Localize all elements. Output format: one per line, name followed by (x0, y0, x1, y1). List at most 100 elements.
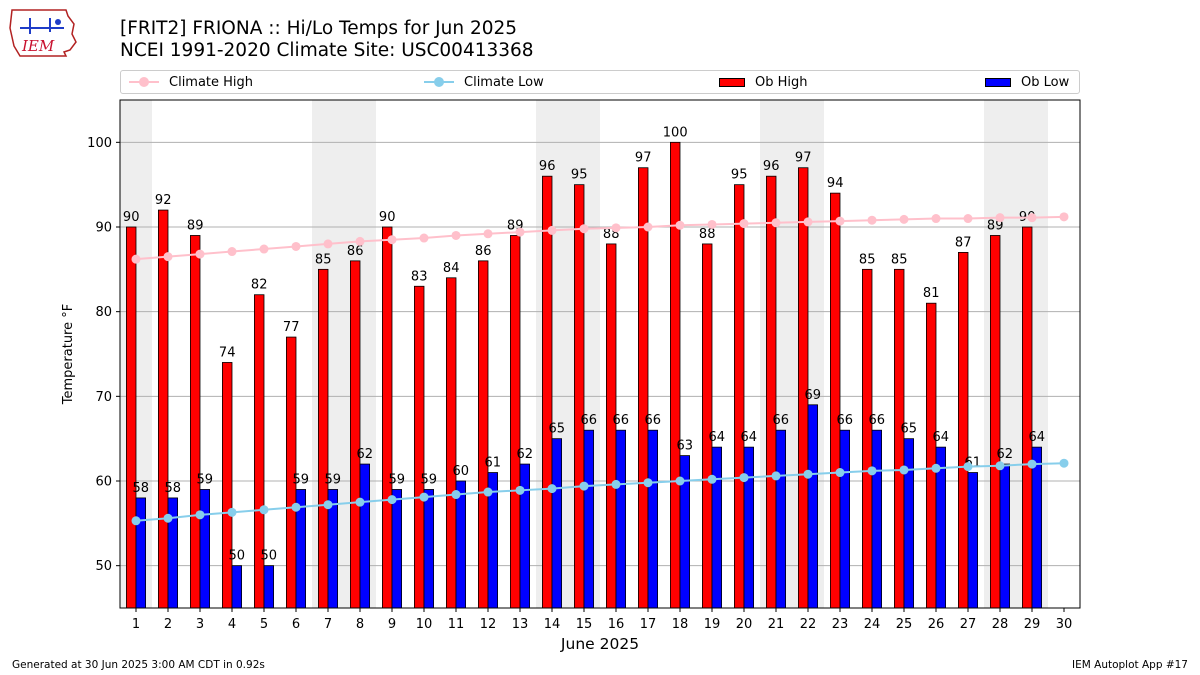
x-tick-label: 12 (480, 617, 497, 632)
y-tick-label: 70 (95, 390, 112, 405)
ob-low-bar (743, 446, 755, 609)
climate-high-point (931, 214, 941, 224)
ob-high-bar (638, 167, 649, 609)
climate-high-point (195, 249, 205, 259)
ob-high-label: 87 (955, 235, 972, 250)
climate-low-point (611, 479, 621, 489)
plot-frame (119, 99, 1081, 609)
x-tick-label: 15 (576, 617, 593, 632)
ob-high-label: 100 (663, 125, 688, 140)
ob-low-label: 59 (325, 472, 342, 487)
climate-high-line (135, 215, 1065, 261)
ob-low-bar (647, 429, 659, 609)
y-tick-label: 100 (87, 136, 112, 151)
climate-low-point (1059, 458, 1069, 468)
climate-high-point (259, 244, 269, 254)
x-tick-label: 20 (736, 617, 753, 632)
climate-low-point (483, 487, 493, 497)
ob-low-bar (583, 429, 595, 609)
x-tick-label: 1 (132, 617, 140, 632)
climate-low-point (739, 473, 749, 483)
ob-high-label: 85 (315, 252, 332, 267)
ob-low-label: 66 (613, 413, 630, 428)
legend: Climate High Climate Low Ob High Ob Low (120, 70, 1080, 94)
x-tick-label: 14 (544, 617, 561, 632)
climate-high-point (547, 225, 557, 235)
ob-low-bar (551, 438, 563, 609)
climate-high-point (1059, 212, 1069, 222)
ob-low-bar (231, 565, 243, 609)
x-tick-label: 2 (164, 617, 172, 632)
climate-high-point (1027, 213, 1037, 223)
climate-high-point (803, 217, 813, 227)
climate-low-point (163, 513, 173, 523)
ob-high-bar (157, 209, 169, 609)
climate-low-point (291, 502, 301, 512)
climate-low-point (643, 478, 653, 488)
ob-high-bar (990, 235, 1001, 609)
ob-low-bar (1031, 446, 1043, 609)
climate-high-point (643, 222, 653, 232)
ob-high-bar (542, 175, 553, 609)
x-tick-label: 4 (228, 617, 236, 632)
ob-high-bar (670, 141, 681, 609)
ob-high-bar (702, 243, 713, 609)
ob-low-bar (423, 489, 435, 609)
x-tick-label: 5 (260, 617, 268, 632)
ob-high-label: 74 (219, 345, 236, 360)
ob-low-bar (359, 463, 371, 609)
climate-low-point (579, 481, 589, 491)
climate-low-point (419, 492, 429, 502)
ob-high-label: 92 (155, 193, 172, 208)
ob-high-label: 96 (763, 159, 780, 174)
ob-low-label: 50 (229, 549, 246, 564)
climate-low-point (323, 500, 333, 510)
y-tick-label: 50 (95, 559, 112, 574)
ob-high-label: 89 (987, 218, 1004, 233)
x-tick-label: 18 (672, 617, 689, 632)
climate-low-point (867, 466, 877, 476)
x-tick-label: 22 (800, 617, 817, 632)
ob-high-label: 86 (475, 244, 492, 259)
ob-high-bar (766, 175, 777, 609)
ob-low-label: 66 (773, 413, 790, 428)
ob-low-bar (711, 446, 723, 609)
ob-high-label: 86 (347, 244, 364, 259)
climate-high-point (483, 229, 493, 239)
legend-label: Ob High (755, 74, 808, 90)
climate-high-point (323, 239, 333, 249)
climate-low-line (135, 462, 1065, 522)
climate-high-point (611, 223, 621, 233)
legend-item-ob-low: Ob Low (985, 73, 1069, 91)
climate-high-point (835, 216, 845, 226)
ob-high-label: 90 (379, 210, 396, 225)
climate-high-point (579, 224, 589, 234)
ob-high-bar (894, 268, 905, 609)
x-tick-label: 8 (356, 617, 364, 632)
ob-low-label: 63 (677, 439, 694, 454)
climate-high-point (355, 236, 365, 246)
ob-low-bar (615, 429, 627, 609)
ob-low-label: 58 (133, 481, 150, 496)
ob-low-label: 50 (261, 549, 278, 564)
ob-low-label: 58 (165, 481, 182, 496)
ob-high-bar (926, 302, 937, 609)
ob-low-label: 60 (453, 464, 470, 479)
ob-low-bar (263, 565, 275, 609)
x-tick-label: 26 (928, 617, 945, 632)
climate-low-point (835, 468, 845, 478)
ob-high-label: 85 (859, 252, 876, 267)
iem-logo: IEM (9, 9, 77, 57)
climate-low-point (931, 463, 941, 473)
x-tick-label: 27 (960, 617, 977, 632)
x-tick-label: 24 (864, 617, 881, 632)
climate-high-point (291, 241, 301, 251)
ob-low-label: 64 (933, 430, 950, 445)
climate-high-point (131, 254, 141, 264)
ob-high-label: 94 (827, 176, 844, 191)
ob-low-bar (519, 463, 531, 609)
climate-high-point (867, 215, 877, 225)
climate-low-point (387, 495, 397, 505)
x-tick-label: 10 (416, 617, 433, 632)
x-tick-label: 7 (324, 617, 332, 632)
